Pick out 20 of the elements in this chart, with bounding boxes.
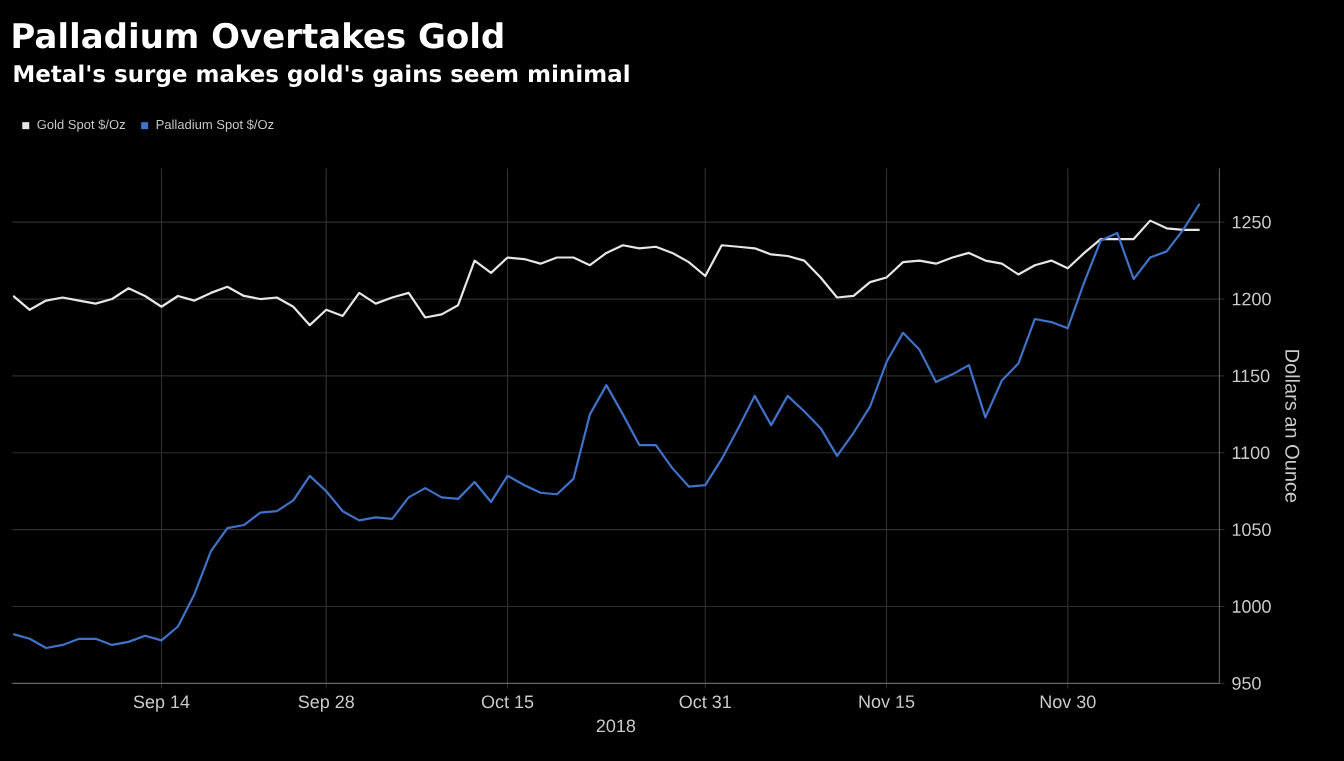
x-axis-title: 2018 bbox=[596, 719, 636, 733]
x-tick-label: Oct 15 bbox=[481, 695, 534, 709]
y-tick-label: 1000 bbox=[1232, 600, 1271, 613]
y-tick-label: 1100 bbox=[1232, 446, 1270, 460]
line-series bbox=[12, 202, 1201, 650]
y-tick-label: 950 bbox=[1232, 676, 1261, 690]
chart-title: Palladium Overtakes Gold bbox=[13, 22, 503, 49]
chart-subtitle: Metal's surge makes gold's gains seem minimal bbox=[14, 64, 629, 87]
y-tick-label: 1250 bbox=[1232, 215, 1271, 229]
legend-label: Palladium Spot $/Oz bbox=[156, 119, 274, 132]
legend-label: Gold Spot $/Oz bbox=[37, 119, 125, 132]
x-tick-label: Nov 30 bbox=[1040, 695, 1096, 709]
x-tick-label: Sep 28 bbox=[298, 695, 354, 712]
y-tick-label: 1200 bbox=[1232, 292, 1271, 306]
y-tick-label: 1050 bbox=[1232, 523, 1271, 537]
x-tick-label: Oct 31 bbox=[679, 695, 731, 709]
y-axis-title: Dollars an Ounce bbox=[1285, 350, 1300, 503]
x-tick-label: Sep 14 bbox=[133, 695, 190, 712]
x-tick-label: Nov 15 bbox=[859, 695, 915, 708]
y-tick-label: 1150 bbox=[1232, 369, 1270, 383]
